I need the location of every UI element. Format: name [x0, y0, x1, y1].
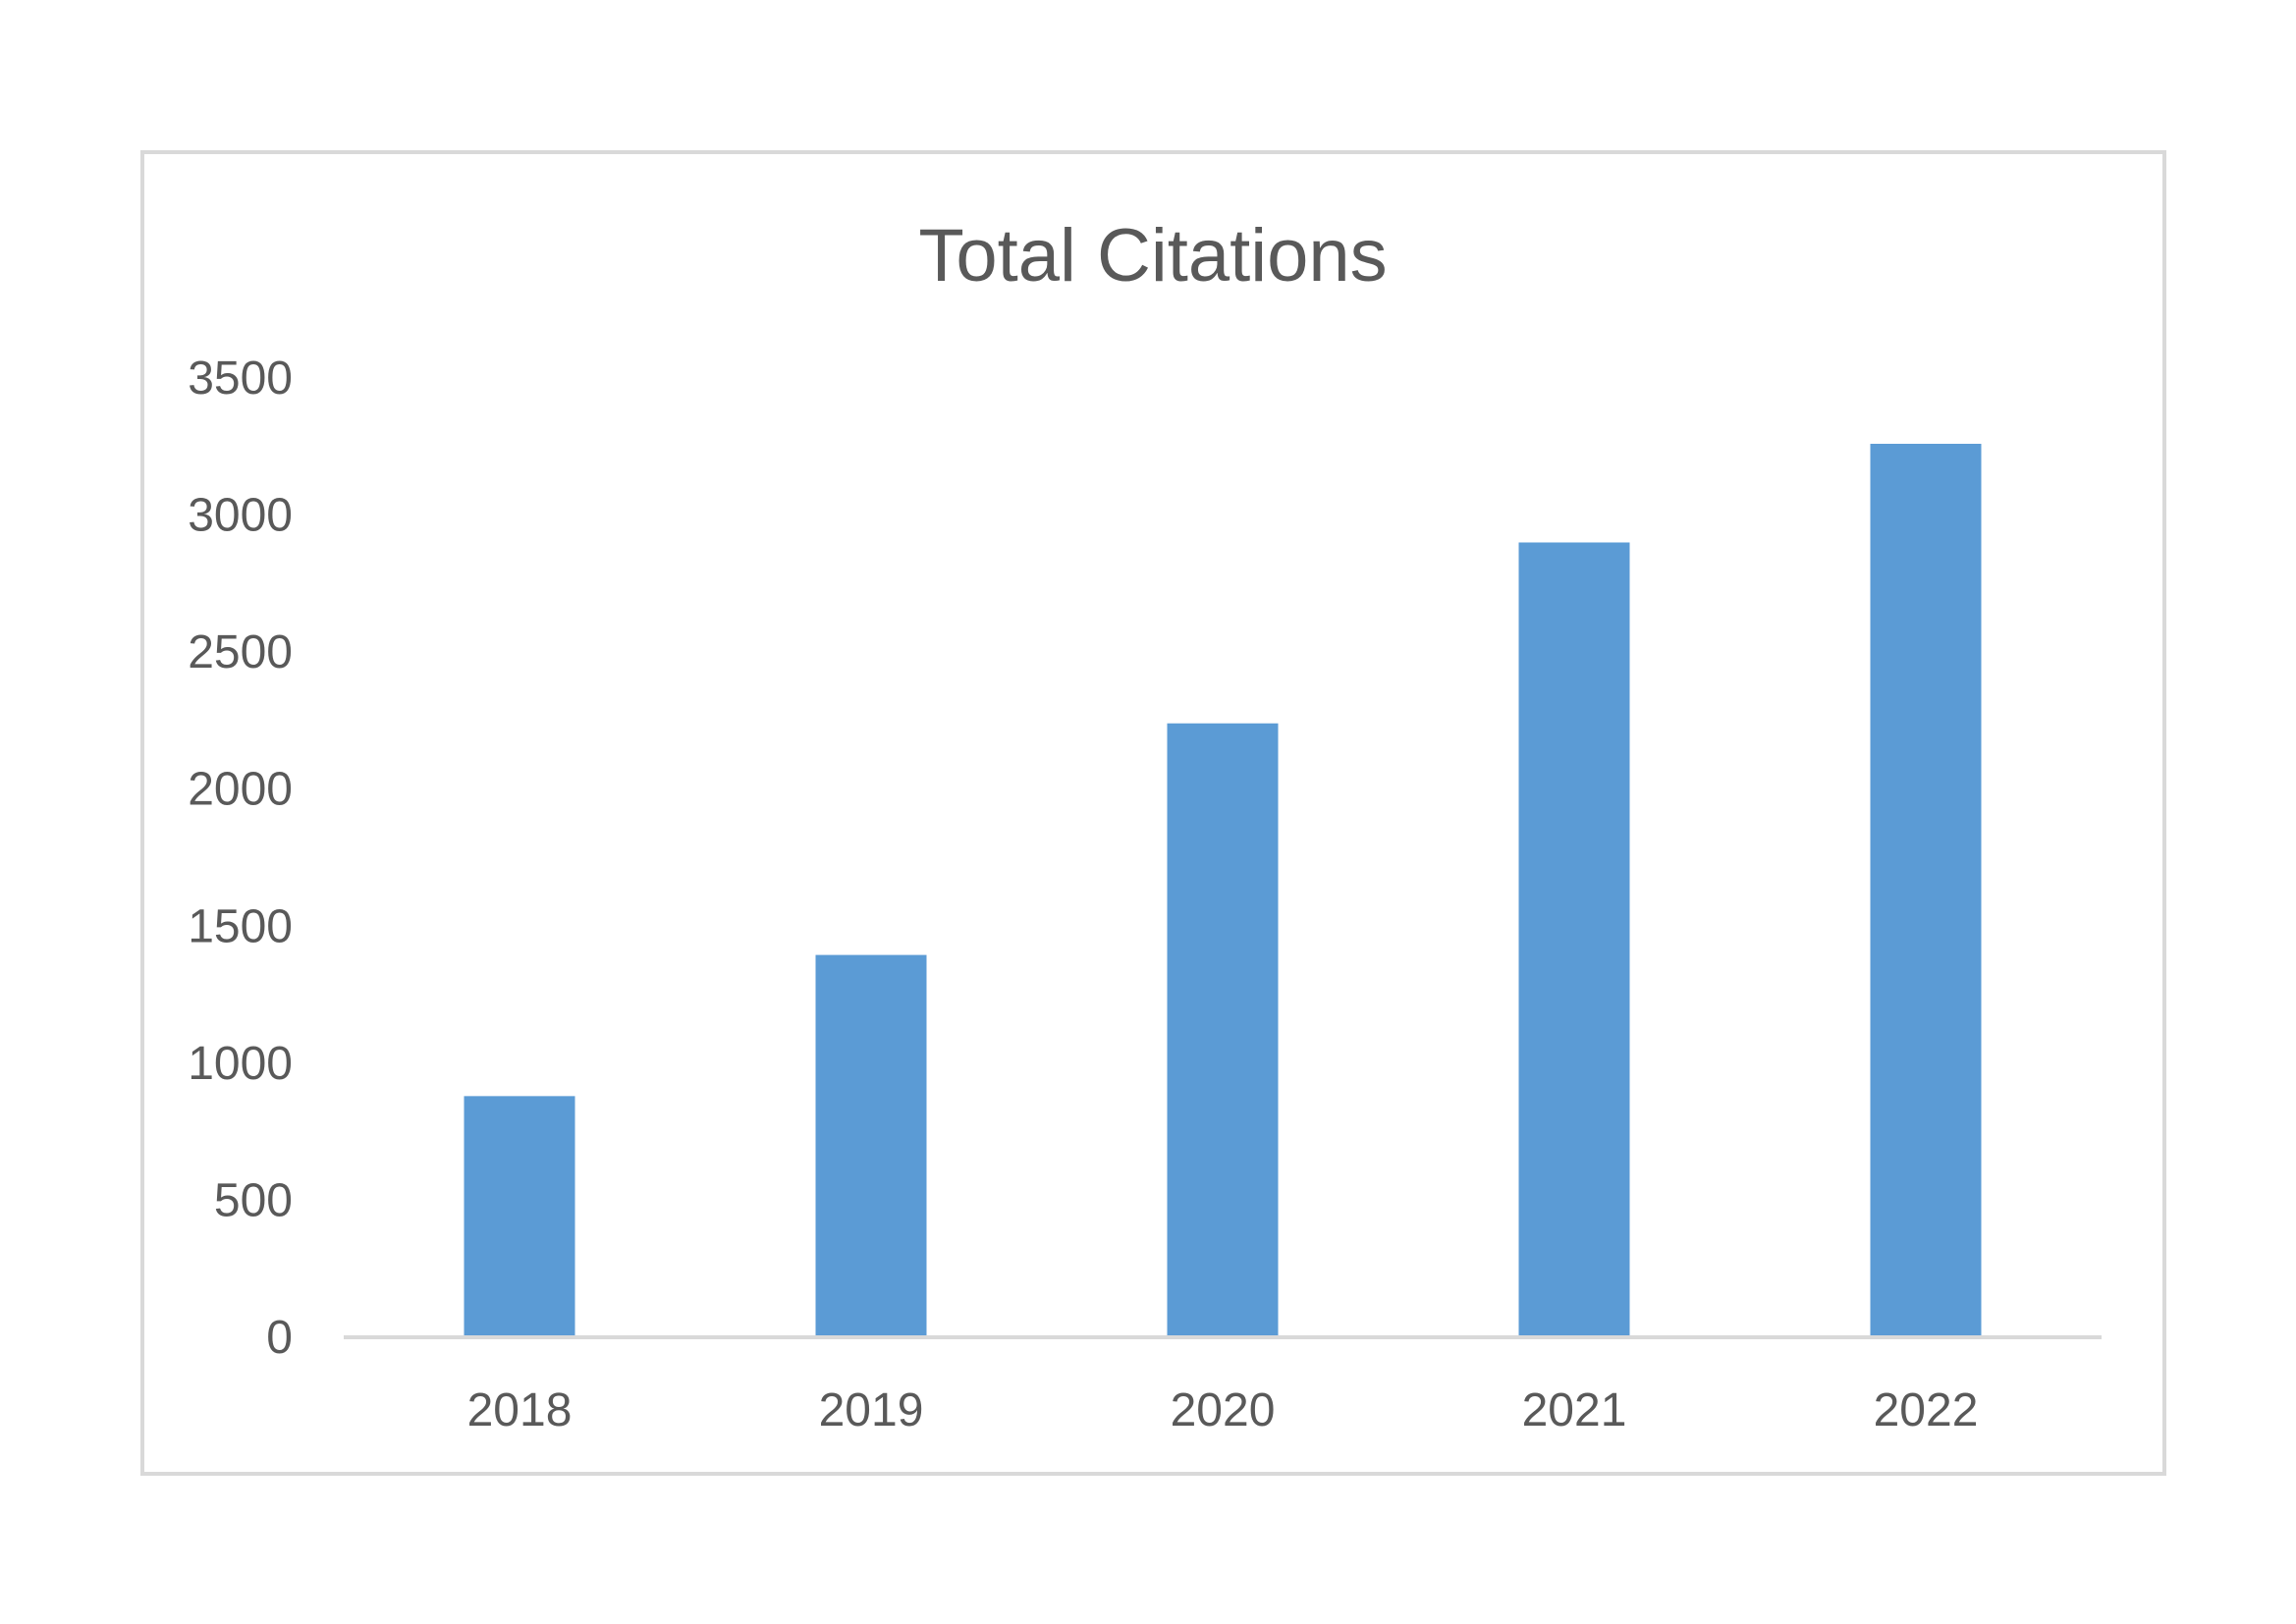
bar-2019	[815, 954, 927, 1337]
y-tick-label: 1000	[188, 1038, 293, 1090]
y-tick-label: 3500	[188, 352, 293, 405]
x-tick-label: 2018	[467, 1384, 573, 1436]
bars	[464, 443, 1982, 1338]
y-tick-label: 500	[214, 1174, 293, 1226]
x-tick-label: 2022	[1874, 1384, 1979, 1436]
bar-2021	[1518, 542, 1630, 1337]
y-tick-label: 0	[266, 1312, 293, 1364]
y-tick-label: 1500	[188, 900, 293, 952]
x-axis-ticks: 2018 2019 2020 2021 2022	[467, 1384, 1979, 1436]
x-tick-label: 2020	[1171, 1384, 1276, 1436]
y-tick-label: 2000	[188, 764, 293, 816]
y-axis-ticks: 0 500 1000 1500 2000 2500 3000 3500	[188, 352, 293, 1364]
bar-2018	[464, 1096, 575, 1337]
x-tick-label: 2019	[819, 1384, 924, 1436]
bar-2020	[1167, 723, 1279, 1337]
chart-title: Total Citations	[918, 214, 1387, 298]
y-tick-label: 3000	[188, 490, 293, 542]
bar-2022	[1870, 443, 1982, 1338]
x-tick-label: 2021	[1522, 1384, 1627, 1436]
y-tick-label: 2500	[188, 626, 293, 678]
